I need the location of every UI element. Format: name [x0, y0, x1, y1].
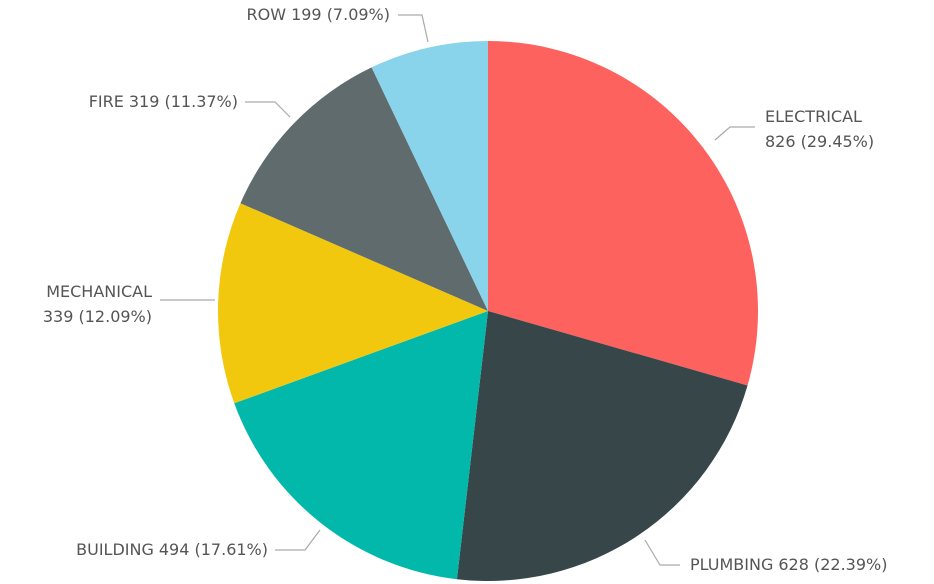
label-value: 494 (17.61%): [159, 540, 268, 559]
label-category: BUILDING: [76, 540, 154, 559]
slice-label: PLUMBING 628 (22.39%): [690, 555, 887, 574]
leader-line: [275, 529, 321, 551]
pie-slice: [217, 203, 488, 404]
pie-slice: [240, 67, 488, 312]
label-category: PLUMBING: [690, 555, 773, 574]
leader-line: [644, 539, 680, 566]
leader-line: [714, 126, 755, 141]
label-category: ELECTRICAL: [765, 107, 862, 126]
label-category: MECHANICAL: [46, 282, 152, 301]
slice-label: MECHANICAL 339 (12.09%): [43, 282, 152, 326]
pie-slice: [371, 41, 488, 311]
pie-slice: [234, 311, 488, 580]
leader-line: [398, 14, 429, 43]
slice-label: BUILDING 494 (17.61%): [76, 540, 268, 559]
pie-slice: [456, 311, 748, 581]
label-value: 339 (12.09%): [43, 307, 152, 326]
leader-line: [245, 101, 291, 118]
slice-label: ROW 199 (7.09%): [247, 5, 390, 24]
slice-label: ELECTRICAL 826 (29.45%): [765, 107, 874, 151]
slice-label: FIRE 319 (11.37%): [89, 92, 238, 111]
label-value: 628 (22.39%): [778, 555, 887, 574]
label-value: 826 (29.45%): [765, 132, 874, 151]
pie-slice: [488, 41, 758, 386]
label-value: 319 (11.37%): [129, 92, 238, 111]
label-value: 199 (7.09%): [291, 5, 390, 24]
label-category: FIRE: [89, 92, 124, 111]
label-category: ROW: [247, 5, 287, 24]
